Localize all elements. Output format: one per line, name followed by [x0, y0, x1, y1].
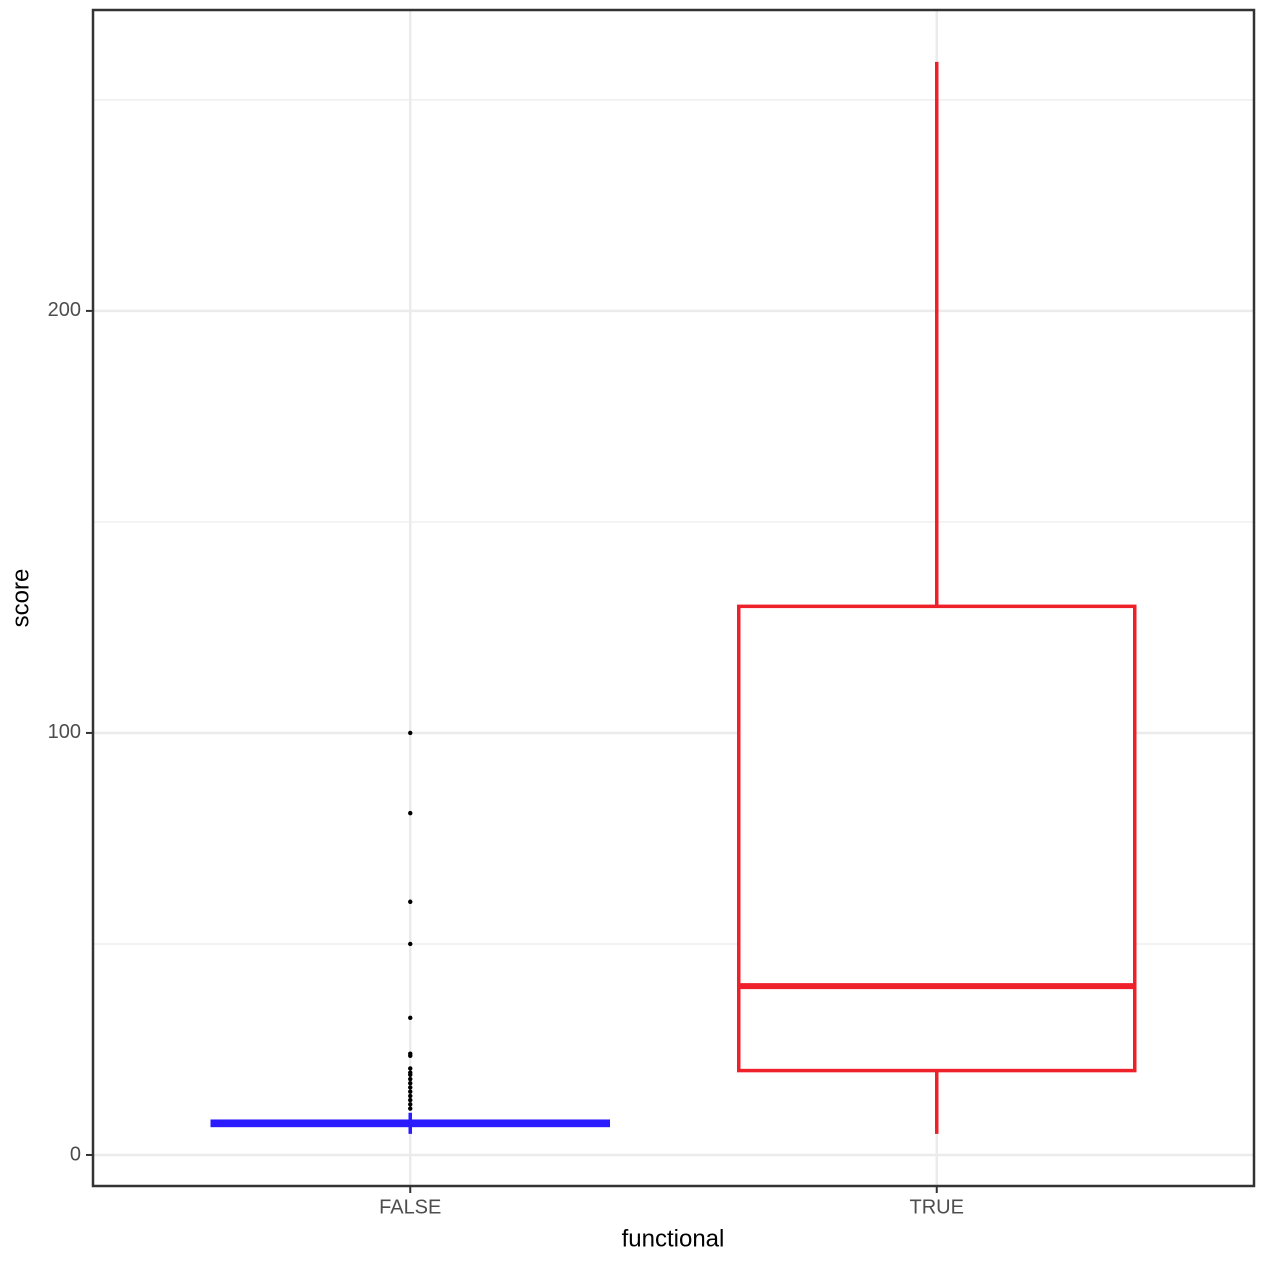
y-tick-label: 100: [48, 721, 81, 743]
outlier: [408, 1015, 413, 1021]
outlier: [408, 730, 413, 736]
x-tick-label: FALSE: [379, 1196, 441, 1218]
outlier: [408, 1089, 413, 1094]
panel-border: [91, 8, 1256, 1188]
outlier: [408, 941, 413, 947]
outlier: [408, 899, 413, 904]
y-tick-label: 200: [48, 299, 81, 321]
outlier: [408, 810, 413, 816]
outlier: [408, 1081, 413, 1086]
y-tick-label: 0: [70, 1143, 81, 1165]
outlier: [408, 1066, 413, 1071]
outlier: [408, 1053, 413, 1059]
outlier: [408, 1072, 413, 1077]
x-axis-title: functional: [622, 1225, 725, 1252]
y-axis-title: score: [7, 569, 34, 628]
outlier: [408, 1085, 413, 1090]
x-tick-label: TRUE: [910, 1196, 964, 1218]
outlier: [408, 1097, 413, 1103]
outlier: [408, 1102, 413, 1107]
box: [737, 604, 1137, 1073]
outlier: [408, 1093, 413, 1099]
outlier: [408, 1076, 413, 1082]
outlier: [408, 1106, 413, 1111]
